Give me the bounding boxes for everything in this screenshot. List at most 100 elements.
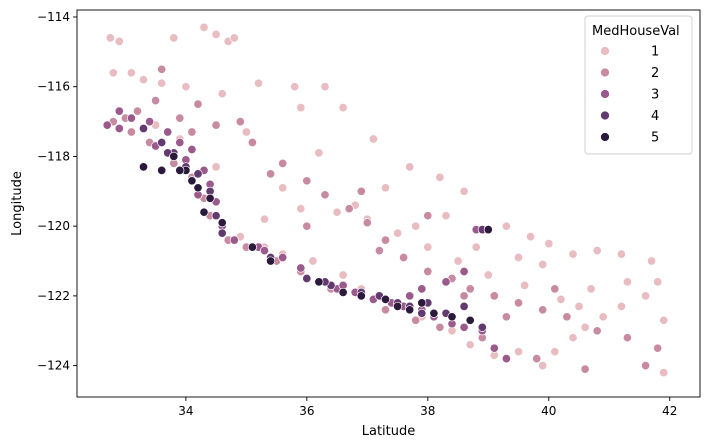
- x-tick-label: 40: [541, 404, 556, 418]
- x-tick-label: 34: [178, 404, 193, 418]
- data-point: [211, 211, 221, 221]
- data-point: [374, 246, 384, 256]
- series-2: [108, 64, 663, 374]
- data-point: [435, 172, 445, 182]
- data-point: [235, 117, 245, 127]
- y-axis: −114 −116 −118 −120 −122 −124: [37, 10, 77, 373]
- data-point: [163, 127, 173, 137]
- data-point: [465, 284, 475, 294]
- data-point: [622, 277, 632, 287]
- data-point: [126, 127, 136, 137]
- data-point: [332, 207, 342, 217]
- data-point: [241, 127, 251, 137]
- data-point: [659, 315, 669, 325]
- legend-box: [584, 15, 693, 155]
- data-point: [253, 78, 264, 88]
- data-point: [296, 103, 306, 113]
- data-point: [592, 326, 602, 336]
- data-point: [114, 36, 124, 46]
- data-point: [314, 277, 324, 287]
- data-point: [411, 221, 421, 231]
- data-point: [169, 151, 179, 161]
- data-point: [429, 308, 439, 318]
- data-point: [278, 183, 288, 193]
- data-point: [356, 186, 366, 196]
- legend-label: 2: [651, 66, 659, 81]
- points-layer: [102, 22, 669, 378]
- data-point: [296, 263, 306, 273]
- data-point: [338, 270, 348, 280]
- data-point: [217, 89, 227, 99]
- data-point: [441, 277, 451, 287]
- data-point: [229, 33, 239, 43]
- y-axis-label: Longitude: [10, 171, 25, 236]
- data-point: [550, 284, 560, 294]
- data-point: [641, 361, 651, 371]
- data-point: [247, 242, 257, 252]
- data-point: [314, 148, 324, 158]
- data-point: [574, 301, 584, 311]
- data-point: [417, 284, 427, 294]
- data-point: [562, 312, 572, 322]
- data-point: [157, 137, 167, 148]
- data-point: [380, 183, 391, 193]
- data-point: [501, 354, 511, 364]
- data-point: [501, 312, 511, 322]
- data-point: [550, 347, 560, 357]
- data-point: [538, 305, 548, 315]
- data-point: [586, 284, 596, 294]
- data-point: [380, 235, 391, 245]
- data-point: [459, 301, 469, 311]
- data-point: [435, 322, 445, 332]
- y-tick-label: −122: [37, 289, 70, 303]
- data-point: [181, 82, 191, 92]
- x-axis: 34 36 38 40 42: [178, 397, 677, 418]
- data-point: [266, 256, 276, 266]
- data-point: [175, 137, 185, 148]
- data-point: [278, 158, 288, 168]
- data-point: [641, 291, 651, 301]
- legend: MedHouseVal 1 2 3 4 5: [584, 15, 693, 155]
- x-axis-label: Latitude: [362, 424, 416, 439]
- data-point: [175, 165, 185, 175]
- data-point: [157, 64, 167, 74]
- data-point: [393, 301, 403, 311]
- data-point: [393, 228, 403, 238]
- data-point: [187, 144, 197, 155]
- legend-label: 1: [651, 45, 659, 60]
- data-point: [417, 308, 427, 318]
- data-point: [368, 134, 378, 144]
- data-point: [513, 298, 524, 308]
- series-1: [105, 22, 669, 378]
- data-point: [193, 183, 203, 193]
- data-point: [151, 96, 161, 106]
- data-point: [259, 214, 270, 224]
- data-point: [459, 322, 469, 332]
- data-point: [114, 106, 124, 116]
- data-point: [598, 312, 608, 322]
- data-point: [302, 273, 312, 284]
- data-point: [659, 368, 669, 378]
- data-point: [483, 225, 493, 235]
- data-point: [205, 193, 215, 203]
- legend-marker: [600, 89, 610, 99]
- data-point: [526, 232, 536, 242]
- data-point: [532, 354, 542, 364]
- data-point: [647, 256, 657, 266]
- data-point: [447, 312, 457, 322]
- data-point: [538, 361, 548, 371]
- data-point: [338, 103, 348, 113]
- data-point: [320, 82, 330, 92]
- data-point: [302, 221, 312, 231]
- data-point: [278, 252, 288, 263]
- legend-label: 5: [651, 131, 659, 146]
- data-point: [132, 106, 143, 116]
- data-point: [211, 162, 221, 172]
- data-point: [580, 364, 590, 374]
- data-point: [211, 120, 221, 130]
- data-point: [138, 75, 149, 85]
- data-point: [296, 204, 306, 214]
- y-tick-label: −118: [37, 149, 70, 163]
- data-point: [302, 176, 312, 186]
